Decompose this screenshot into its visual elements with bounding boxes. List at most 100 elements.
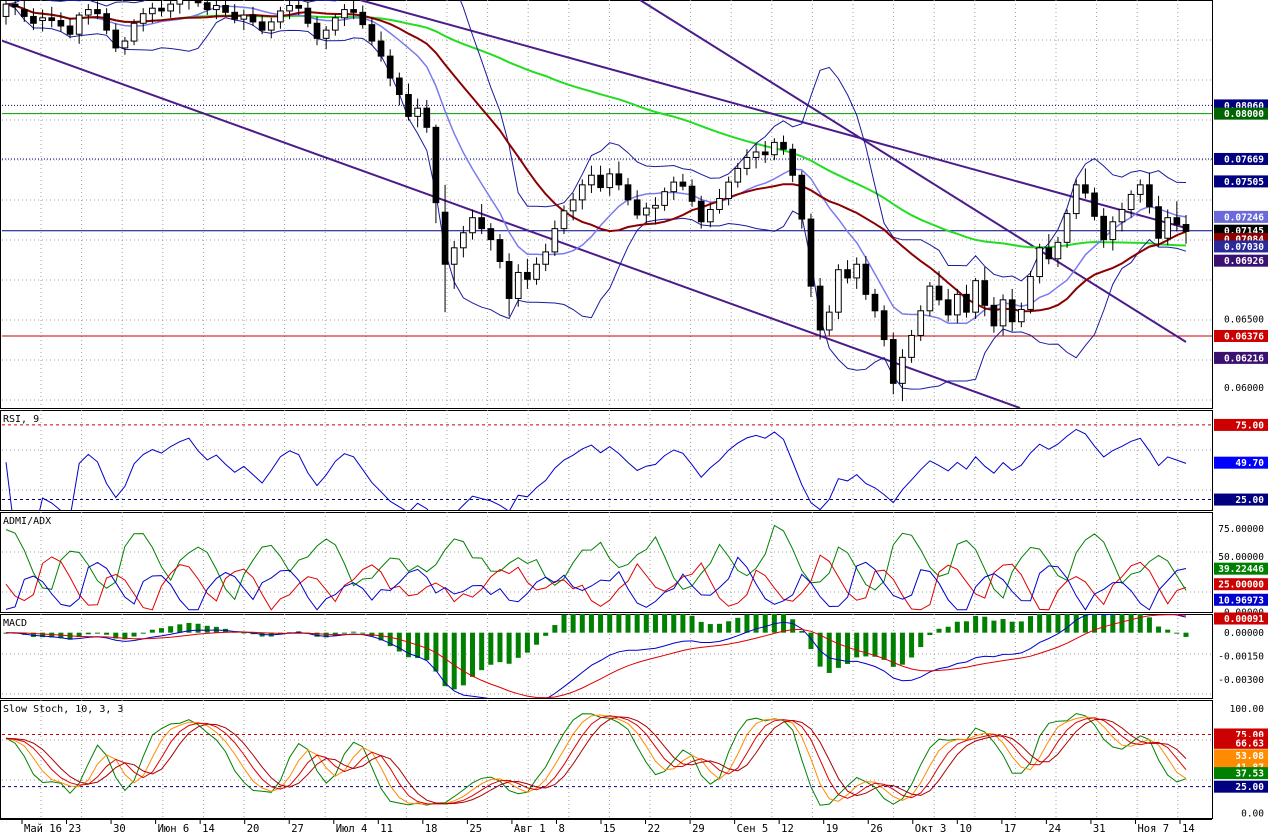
- pane-frame-rsi: [0, 410, 1213, 511]
- candle-body: [322, 29, 330, 39]
- candle-body: [917, 310, 925, 336]
- macd-histogram-bar: [689, 615, 695, 633]
- price-axis-label: 0.06376: [1224, 331, 1264, 342]
- macd-histogram-bar: [616, 614, 622, 633]
- candle-body: [771, 141, 778, 156]
- x-axis-label: Авг 1: [514, 823, 546, 834]
- candle-body: [798, 174, 806, 220]
- candle-body: [972, 280, 979, 313]
- candle-body: [862, 263, 870, 295]
- price-axis-label-bg: [1214, 381, 1268, 394]
- macd-histogram-bar: [936, 628, 942, 633]
- macd-signal-line: [6, 614, 1187, 698]
- macd-histogram-bar: [460, 632, 466, 686]
- macd-histogram-bar: [470, 632, 476, 677]
- candle-body: [597, 174, 604, 189]
- macd-histogram-bar: [341, 632, 347, 634]
- macd-histogram-bar: [845, 632, 851, 664]
- macd-histogram-bar: [652, 614, 658, 633]
- macd-histogram-bar: [405, 632, 411, 658]
- candle-body: [1164, 217, 1172, 239]
- stoch-axis-label-bg: [1214, 736, 1268, 749]
- macd-histogram-bar: [781, 614, 787, 633]
- candle-body: [414, 107, 421, 117]
- x-axis-label: 31: [1093, 823, 1106, 834]
- adx-line: [5, 524, 1187, 601]
- candle-body: [249, 14, 257, 23]
- macd-histogram-bar: [716, 623, 722, 633]
- candle-body: [1136, 184, 1144, 195]
- macd-histogram-bar: [177, 624, 183, 633]
- macd-axis-label-bg: [1214, 626, 1268, 639]
- price-axis-label-bg: [1214, 240, 1268, 253]
- candle-body: [331, 17, 339, 31]
- bollinger-lower-line: [5, 3, 1187, 390]
- stoch-axis-label: 100.00: [1230, 704, 1265, 715]
- macd-histogram-bar: [1055, 614, 1061, 633]
- candle-body: [524, 271, 531, 280]
- minus-di-line: [5, 556, 1187, 611]
- x-axis-label: 26: [870, 823, 883, 834]
- macd-histogram-bar: [76, 632, 82, 638]
- macd-histogram-bar: [451, 632, 457, 690]
- macd-plot: [3, 614, 1189, 698]
- macd-histogram-bar: [497, 632, 503, 663]
- macd-histogram-bar: [707, 624, 713, 633]
- rsi-plot: [2, 424, 1212, 510]
- macd-histogram-bar: [30, 632, 36, 637]
- plus-di-line: [5, 554, 1187, 611]
- macd-histogram-bar: [973, 615, 979, 633]
- macd-histogram-bar: [643, 614, 649, 633]
- macd-histogram-bar: [1000, 619, 1006, 633]
- price-axis-label: 0.06216: [1224, 353, 1264, 364]
- candle-body: [84, 9, 92, 16]
- stoch-plot: [2, 712, 1212, 806]
- x-axis-label: 10: [959, 823, 972, 834]
- stoch-axis-label: 0.00: [1241, 808, 1264, 819]
- x-axis-label: 19: [826, 823, 839, 834]
- candle-body: [542, 251, 550, 265]
- candle-body: [1036, 247, 1043, 278]
- macd-histogram-bar: [735, 617, 741, 633]
- stoch-axis-label-bg: [1214, 702, 1268, 715]
- macd-histogram-bar: [899, 632, 905, 665]
- macd-histogram-bar: [159, 628, 165, 633]
- x-axis-label: Ноя 7: [1137, 823, 1169, 834]
- macd-axis-label: 0.00091: [1224, 614, 1264, 625]
- price-axis-label: 0.08000: [1224, 109, 1264, 120]
- macd-histogram-bar: [634, 614, 640, 633]
- macd-histogram-bar: [762, 614, 768, 633]
- candle-body: [39, 17, 46, 22]
- x-axis-label: Окт 3: [915, 823, 947, 834]
- candle-body: [432, 126, 440, 204]
- x-axis-label: 22: [648, 823, 661, 834]
- x-axis-label: Июн 6: [158, 823, 190, 834]
- macd-axis-label-bg: [1214, 650, 1268, 662]
- adx-axis-label: 25.00000: [1218, 580, 1264, 591]
- candle-body: [130, 22, 138, 42]
- macd-histogram-bar: [479, 632, 485, 671]
- x-axis-label: 14: [202, 823, 215, 834]
- candle-body: [94, 9, 101, 15]
- candle-body: [139, 13, 147, 24]
- candle-body: [670, 181, 678, 193]
- candle-body: [642, 207, 650, 216]
- candle-body: [1063, 213, 1071, 243]
- grid-price: [2, 0, 1212, 408]
- price-axis-label-bg: [1214, 152, 1268, 165]
- bollinger-upper-line: [5, 0, 1187, 282]
- candle-body: [48, 17, 56, 22]
- macd-histogram-bar: [991, 620, 997, 633]
- candle-body: [743, 156, 751, 169]
- x-axis-label: Май 16: [24, 823, 62, 834]
- macd-histogram-bar: [808, 632, 814, 650]
- macd-histogram-bar: [488, 632, 494, 665]
- macd-histogram-bar: [241, 632, 247, 634]
- macd-histogram-bar: [918, 632, 924, 648]
- candle-body: [661, 191, 668, 206]
- candle-body: [377, 40, 385, 57]
- macd-histogram-bar: [698, 621, 704, 633]
- candle-body: [222, 4, 229, 13]
- candle-body: [588, 174, 595, 186]
